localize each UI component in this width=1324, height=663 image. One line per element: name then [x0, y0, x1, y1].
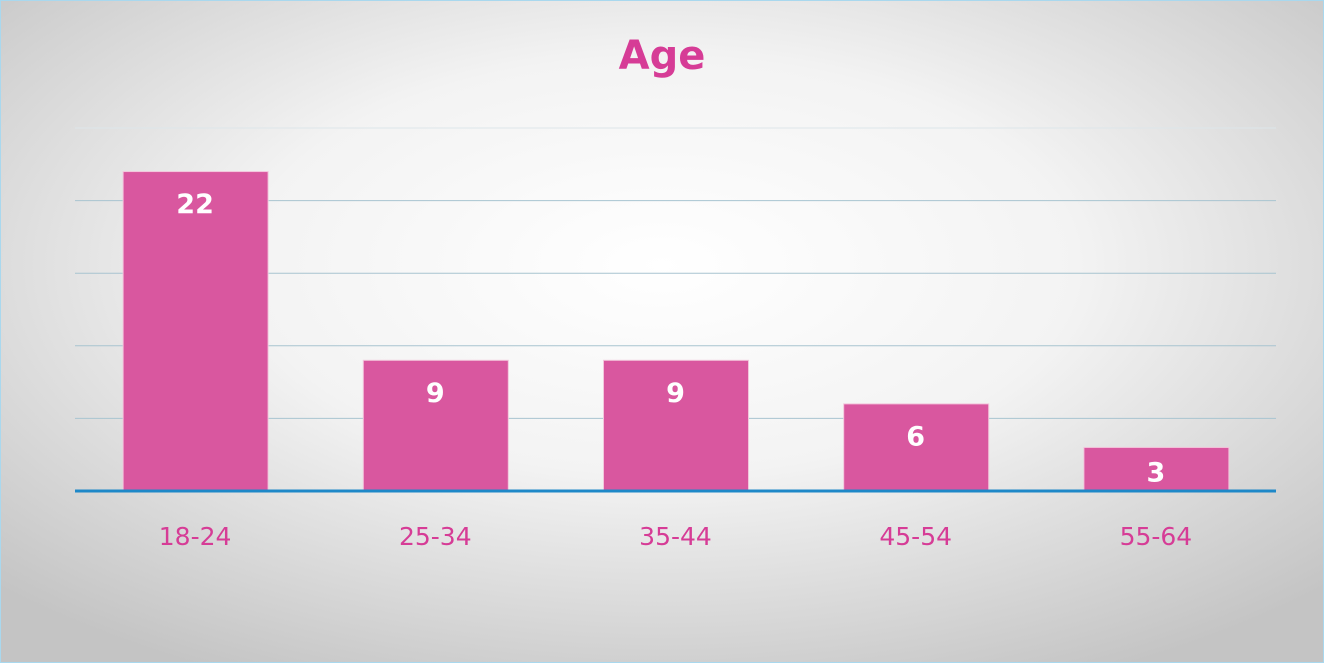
data-label: 3 — [1147, 458, 1166, 489]
bar — [843, 403, 990, 492]
x-tick-label: 45-54 — [879, 522, 952, 551]
bar — [1083, 446, 1230, 492]
x-tick-label: 18-24 — [159, 522, 232, 551]
bar — [122, 171, 269, 492]
bar — [603, 359, 749, 492]
data-label: 9 — [426, 378, 445, 409]
data-label: 9 — [666, 378, 685, 409]
data-label: 6 — [906, 421, 925, 452]
x-tick-label: 25-34 — [399, 522, 472, 551]
bar — [362, 359, 509, 492]
x-tick-label: 55-64 — [1120, 522, 1193, 551]
data-label: 22 — [176, 189, 214, 220]
chart-title: Age — [619, 33, 706, 79]
x-tick-label: 35-44 — [639, 522, 712, 551]
